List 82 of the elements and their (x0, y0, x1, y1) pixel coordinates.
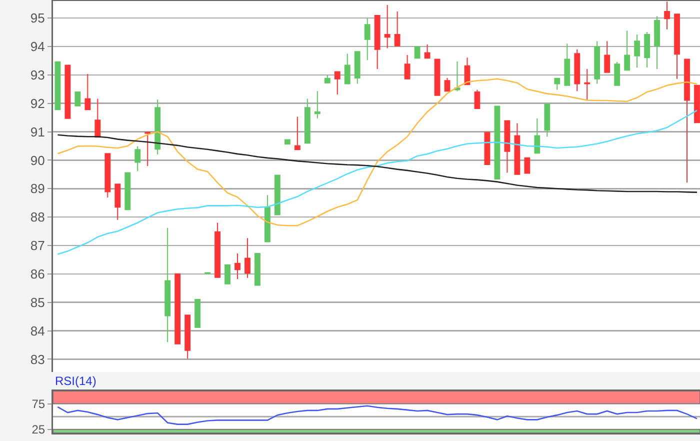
candlestick (314, 90, 320, 119)
candlestick (664, 1, 670, 30)
candlestick (544, 104, 550, 138)
candlestick (134, 146, 141, 172)
candlestick (384, 4, 390, 49)
candlestick (264, 194, 270, 242)
candlestick (354, 51, 360, 84)
candlestick (344, 53, 350, 84)
candlestick (84, 74, 91, 110)
candlestick (64, 64, 71, 119)
candlestick (154, 99, 161, 156)
candlestick (574, 48, 580, 92)
candlestick (294, 116, 300, 150)
candlestick (624, 30, 630, 71)
candlestick (564, 43, 570, 86)
candlestick (224, 264, 230, 284)
candlestick (114, 184, 121, 220)
candlestick (504, 120, 510, 174)
candlestick (634, 34, 640, 68)
candlestick (254, 252, 260, 286)
y-tick-label: 90 (30, 152, 45, 168)
candlestick (184, 314, 190, 360)
candlestick (604, 40, 610, 73)
candlestick (54, 61, 61, 110)
candlestick (524, 157, 530, 174)
candlestick (444, 78, 450, 92)
candlestick (124, 172, 131, 210)
line-series (57, 134, 698, 193)
chart-title: RSI(14) (55, 374, 96, 388)
y-tick-label: 86 (30, 266, 45, 282)
candlestick (244, 238, 250, 278)
candlestick (394, 11, 400, 46)
line-series (57, 405, 698, 425)
candlestick (454, 61, 460, 92)
candlestick (104, 153, 111, 198)
candlestick (74, 91, 81, 106)
candlestick (494, 106, 500, 180)
candlestick (594, 40, 600, 84)
candlestick (194, 299, 200, 328)
y-tick-label: 89 (30, 181, 45, 196)
candlestick (644, 31, 650, 68)
candlestick (414, 46, 420, 59)
candlestick (654, 16, 660, 70)
candlestick (144, 132, 151, 167)
y-tick-label: 92 (30, 96, 45, 111)
candlestick (554, 78, 560, 90)
candlestick (514, 122, 520, 175)
candlestick (164, 227, 171, 343)
y-tick-label: 85 (30, 294, 45, 310)
y-tick-label: 95 (30, 10, 45, 26)
candlestick (174, 273, 181, 344)
candlestick (674, 14, 680, 80)
candlestick (304, 98, 310, 144)
candlestick (404, 54, 410, 80)
candlestick (374, 15, 380, 70)
line-series (57, 78, 698, 226)
candlestick (364, 18, 370, 61)
candlestick (474, 89, 480, 109)
candlestick (424, 44, 430, 59)
line-series (57, 110, 698, 255)
candlestick (534, 118, 540, 154)
candlestick (434, 58, 440, 96)
candlestick (334, 71, 340, 96)
candlestick (284, 139, 290, 144)
candlestick (274, 174, 280, 216)
candlestick (214, 222, 220, 278)
y-tick-label: 84 (30, 323, 45, 338)
candlestick (324, 74, 330, 84)
y-tick-label: 87 (30, 238, 45, 254)
candlestick (584, 68, 590, 100)
candlestick (694, 84, 700, 124)
candlestick (614, 61, 620, 86)
y-tick-label: 93 (30, 67, 45, 82)
y-tick-label: 94 (30, 39, 45, 54)
y-tick-label: 83 (30, 352, 45, 367)
y-tick-label: 88 (30, 210, 45, 225)
y-tick-label: 75 (32, 397, 46, 411)
y-tick-label: 25 (32, 422, 46, 437)
candlestick (684, 58, 690, 184)
y-tick-label: 91 (30, 124, 45, 140)
candlestick (94, 98, 101, 138)
candlestick (234, 252, 240, 280)
